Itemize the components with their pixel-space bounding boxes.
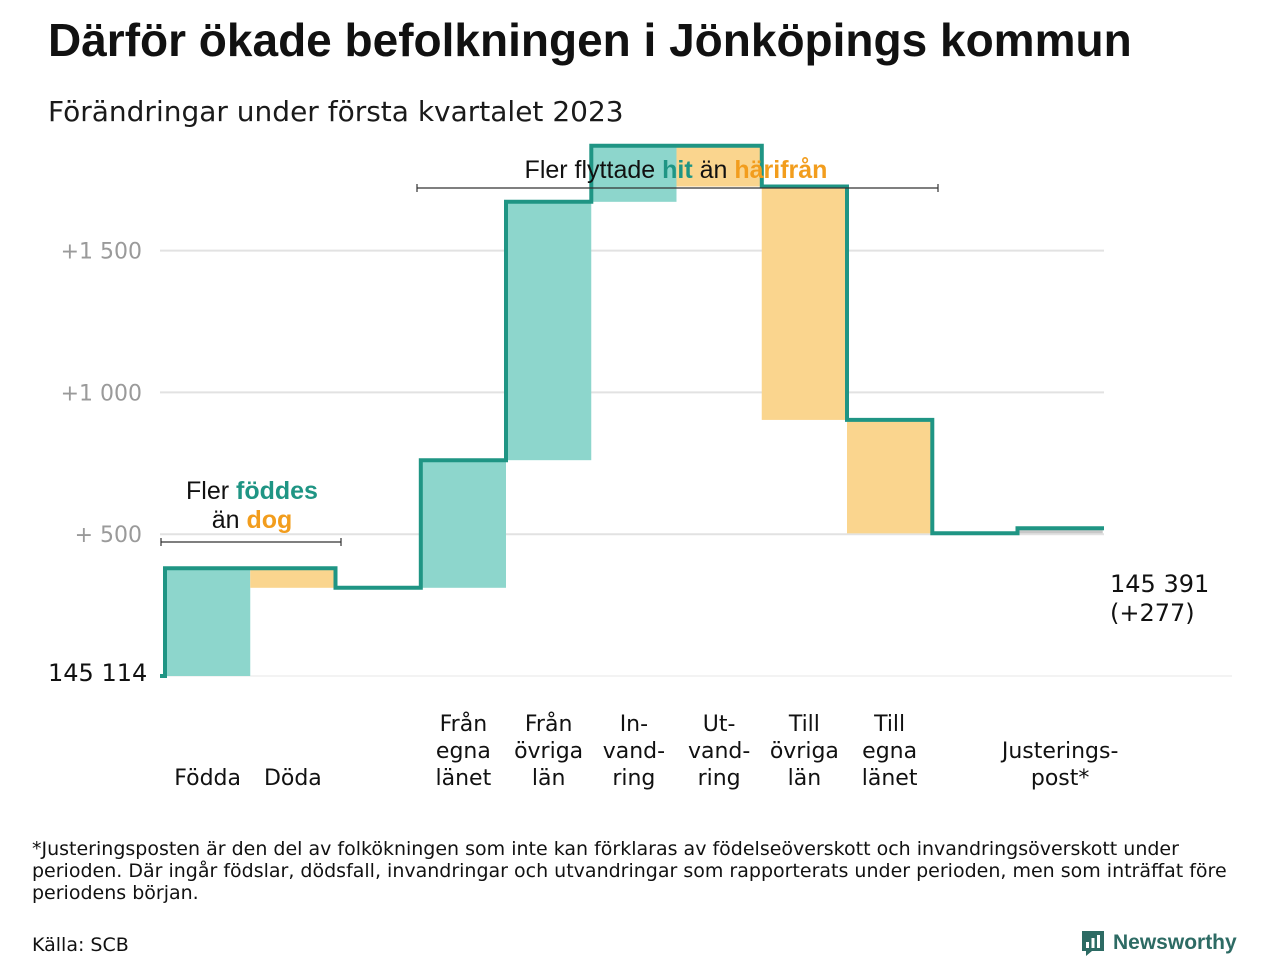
category-label: Döda	[264, 766, 322, 791]
category-label: länet	[436, 766, 492, 791]
category-label: ring	[612, 766, 655, 791]
category-label: Till	[873, 712, 905, 737]
category-label: län	[788, 766, 822, 791]
brand-name: Newsworthy	[1113, 931, 1237, 954]
start-value-label: 145 114	[48, 659, 147, 687]
annotation-births-line1: Fler föddes	[186, 477, 318, 505]
chart-title: Därför ökade befolkningen i Jönköpings k…	[48, 14, 1132, 66]
bar	[676, 145, 762, 187]
y-tick-labels: + 500 +1 000 +1 500	[61, 240, 142, 549]
category-label: In-	[620, 712, 648, 737]
category-label: vand-	[688, 739, 750, 764]
bars	[165, 145, 1103, 676]
bar	[761, 186, 847, 420]
annotation-births-line2: än dog	[212, 506, 293, 534]
category-label: Till	[788, 712, 820, 737]
newsworthy-logo-icon	[1082, 931, 1104, 956]
y-tick-label: +1 000	[61, 381, 142, 406]
annotation-births: Fler föddes än dog	[160, 477, 342, 546]
y-tick-label: + 500	[75, 523, 142, 548]
source-note: Källa: SCB	[32, 934, 129, 956]
category-label: Från	[525, 711, 573, 737]
bar	[591, 145, 677, 202]
category-label: övriga	[514, 739, 583, 764]
category-label: övriga	[770, 739, 839, 764]
bar	[165, 568, 251, 676]
running-total-line	[160, 143, 1104, 678]
category-label: post*	[1031, 766, 1090, 791]
bar	[506, 201, 592, 461]
chart-subtitle: Förändringar under första kvartalet 2023	[48, 95, 624, 128]
bar	[250, 568, 336, 588]
category-label: Justerings-	[1000, 739, 1119, 764]
grid-lines	[160, 249, 1232, 677]
category-label: länet	[862, 766, 918, 791]
end-change-label: (+277)	[1110, 599, 1195, 627]
annotation-migration-text: Fler flyttade hit än härifrån	[525, 156, 828, 184]
bar	[1017, 528, 1103, 534]
category-label: Födda	[174, 766, 241, 791]
brand-logo: Newsworthy	[1080, 928, 1237, 958]
running-total-path	[160, 143, 1104, 678]
category-label: Från	[440, 711, 488, 737]
annotation-migration: Fler flyttade hit än härifrån	[416, 156, 939, 192]
category-label: ring	[698, 766, 741, 791]
footnote: *Justeringsposten är den del av folkökni…	[32, 838, 1227, 904]
end-value-label: 145 391	[1110, 570, 1209, 598]
category-labels: Födda DödaFrånegnalänetFrånövrigalänIn-va…	[174, 711, 1118, 791]
category-label: vand-	[603, 739, 665, 764]
y-tick-label: +1 500	[61, 240, 142, 265]
category-label: Ut-	[703, 712, 736, 737]
category-label: egna	[862, 739, 917, 764]
bar	[420, 460, 506, 588]
category-label: egna	[436, 739, 491, 764]
category-label: län	[532, 766, 566, 791]
bar	[847, 419, 933, 534]
